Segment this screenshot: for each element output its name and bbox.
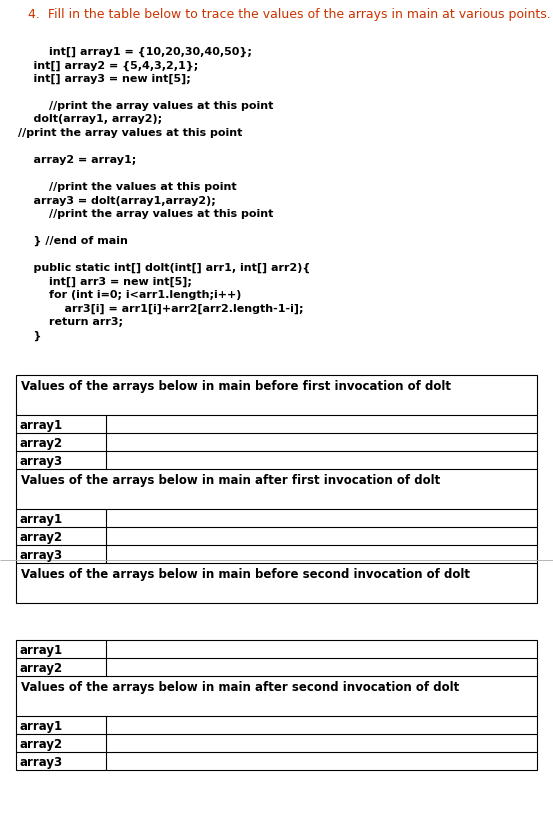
Text: Values of the arrays below in main after first invocation of dolt: Values of the arrays below in main after…	[21, 474, 440, 487]
Text: int[] array3 = new int[5];: int[] array3 = new int[5];	[18, 74, 191, 84]
Text: public static int[] dolt(int[] arr1, int[] arr2){: public static int[] dolt(int[] arr1, int…	[18, 263, 310, 273]
Text: 4.  Fill in the table below to trace the values of the arrays in main at various: 4. Fill in the table below to trace the …	[28, 8, 551, 21]
Text: return arr3;: return arr3;	[18, 317, 123, 327]
Text: array3: array3	[20, 756, 63, 769]
Text: int[] array2 = {5,4,3,2,1};: int[] array2 = {5,4,3,2,1};	[18, 61, 198, 71]
Text: int[] arr3 = new int[5];: int[] arr3 = new int[5];	[18, 276, 192, 287]
Text: Values of the arrays below in main before first invocation of dolt: Values of the arrays below in main befor…	[21, 380, 451, 393]
Text: array3: array3	[20, 455, 63, 468]
Text: int[] array1 = {10,20,30,40,50};: int[] array1 = {10,20,30,40,50};	[18, 47, 252, 57]
Text: array1: array1	[20, 419, 63, 432]
Text: //print the array values at this point: //print the array values at this point	[18, 209, 273, 219]
Text: array3: array3	[20, 549, 63, 562]
Text: //print the array values at this point: //print the array values at this point	[18, 128, 242, 138]
Text: for (int i=0; i<arr1.length;i++): for (int i=0; i<arr1.length;i++)	[18, 290, 241, 300]
Text: array1: array1	[20, 644, 63, 657]
Text: array2: array2	[20, 662, 63, 675]
Text: arr3[i] = arr1[i]+arr2[arr2.length-1-i];: arr3[i] = arr1[i]+arr2[arr2.length-1-i];	[18, 304, 304, 314]
Text: array1: array1	[20, 513, 63, 526]
Text: array3 = dolt(array1,array2);: array3 = dolt(array1,array2);	[18, 196, 216, 206]
Text: Values of the arrays below in main after second invocation of dolt: Values of the arrays below in main after…	[21, 681, 459, 694]
Text: Values of the arrays below in main before second invocation of dolt: Values of the arrays below in main befor…	[21, 568, 470, 581]
Bar	[16, 640, 537, 770]
Text: array1: array1	[20, 720, 63, 733]
Bar	[16, 375, 537, 603]
Text: array2: array2	[20, 437, 63, 450]
Text: //print the array values at this point: //print the array values at this point	[18, 101, 273, 111]
Text: array2 = array1;: array2 = array1;	[18, 155, 136, 165]
Text: //print the values at this point: //print the values at this point	[18, 182, 237, 192]
Text: }: }	[18, 330, 41, 341]
Text: dolt(array1, array2);: dolt(array1, array2);	[18, 115, 162, 125]
Text: array2: array2	[20, 531, 63, 544]
Text: } //end of main: } //end of main	[18, 236, 128, 246]
Text: array2: array2	[20, 738, 63, 751]
